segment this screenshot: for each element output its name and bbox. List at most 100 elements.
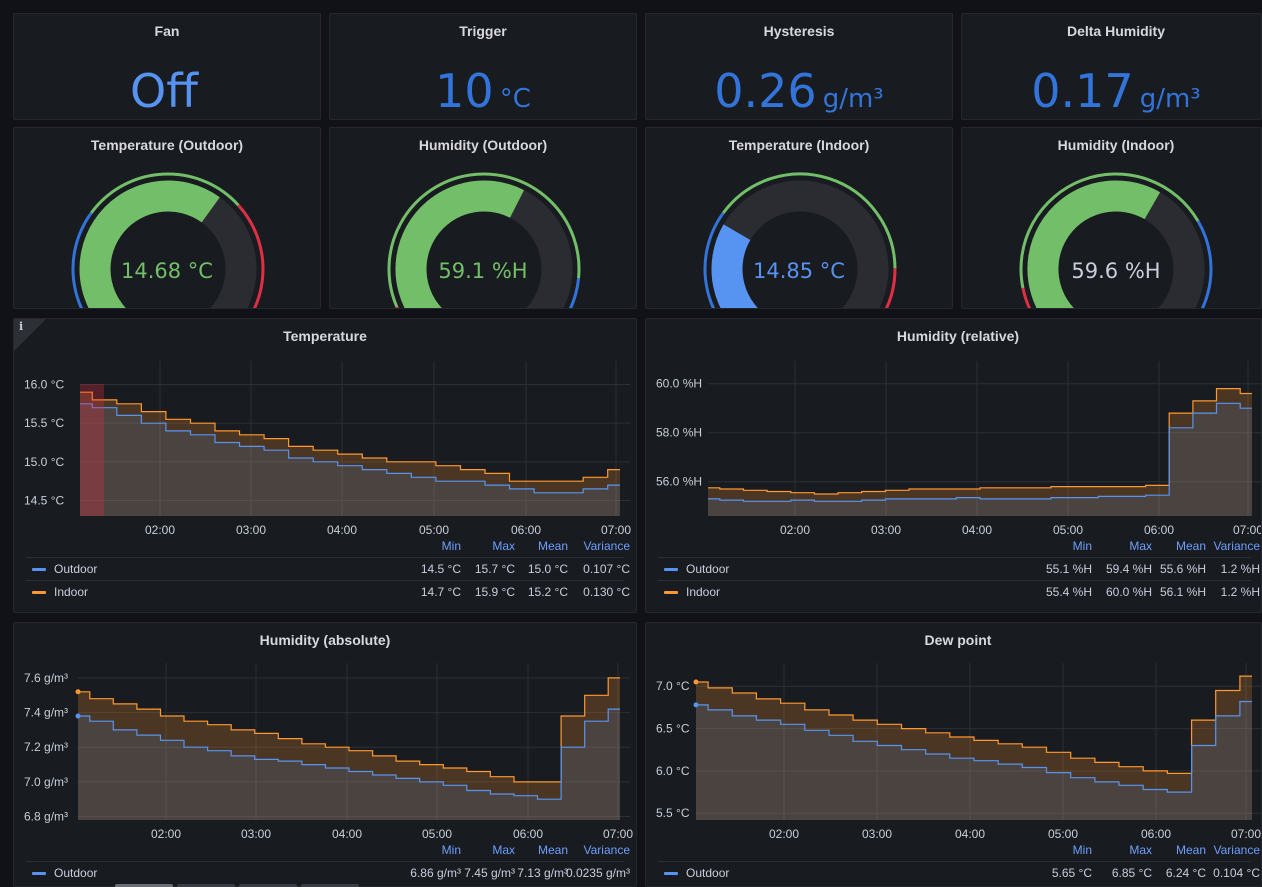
- y-tick-label: 7.2 g/m³: [24, 740, 68, 754]
- info-icon[interactable]: i: [19, 320, 24, 333]
- panel-title: Humidity (relative): [896, 328, 1020, 344]
- legend-row[interactable]: Indoor 55.4 %H 60.0 %H 56.1 %H 1.2 %H: [658, 580, 1260, 603]
- bottom-tab[interactable]: [115, 884, 173, 887]
- series-line-outdoor[interactable]: [696, 700, 1252, 793]
- legend-column-header[interactable]: Min: [1072, 539, 1092, 553]
- panel-title: Humidity (Indoor): [1057, 137, 1175, 153]
- legend-column-header[interactable]: Min: [1072, 843, 1092, 857]
- series-line-indoor[interactable]: [80, 391, 620, 482]
- x-tick-label: 04:00: [327, 523, 357, 537]
- legend-variance-value: 0.104 °C: [1213, 866, 1260, 880]
- legend-variance-value: 1.2 %H: [1220, 562, 1260, 576]
- timeseries-panel-humidity-relative[interactable]: Humidity (relative) 60.0 %H 58.0 %H 56.0 %…: [645, 318, 1262, 613]
- x-tick-label: 05:00: [419, 523, 449, 537]
- gauge-value: 59.6 %H: [1071, 259, 1161, 283]
- annotation-region[interactable]: [80, 384, 104, 516]
- stat-number: Off: [130, 64, 198, 118]
- stat-panel-fan[interactable]: Fan Off: [13, 13, 321, 120]
- gauge-panel-temperature-outdoor[interactable]: Temperature (Outdoor) 14.68 °C: [13, 127, 321, 309]
- stat-number: 0.17: [1031, 64, 1134, 118]
- legend-row[interactable]: Outdoor 55.1 %H 59.4 %H 55.6 %H 1.2 %H: [658, 557, 1260, 580]
- legend-column-header[interactable]: Mean: [1175, 843, 1206, 857]
- legend-column-header[interactable]: Mean: [537, 539, 568, 553]
- legend-header: Min Max Mean Variance: [26, 539, 630, 555]
- y-tick-label: 7.0 °C: [656, 679, 690, 693]
- panel-title: Delta Humidity: [1066, 23, 1165, 39]
- legend-series-name[interactable]: Indoor: [686, 585, 721, 599]
- panel-title: Humidity (Outdoor): [418, 137, 548, 153]
- legend-column-header[interactable]: Variance: [1213, 539, 1260, 553]
- legend-swatch: [32, 568, 46, 571]
- gauge-fill: [1027, 180, 1161, 308]
- legend-series-name[interactable]: Outdoor: [686, 866, 730, 880]
- gauge-track: [711, 180, 889, 308]
- x-tick-label: 04:00: [332, 827, 362, 841]
- legend-max-value: 59.4 %H: [1105, 562, 1152, 576]
- legend-column-header[interactable]: Mean: [537, 843, 568, 857]
- series-line-indoor[interactable]: [78, 677, 620, 783]
- legend-column-header[interactable]: Max: [492, 539, 515, 553]
- series-line-outdoor[interactable]: [708, 402, 1252, 502]
- y-tick-label: 7.0 g/m³: [24, 775, 68, 789]
- legend-min-value: 55.1 %H: [1045, 562, 1092, 576]
- stat-panel-hysteresis[interactable]: Hysteresis 0.26 g/m³: [645, 13, 953, 120]
- series-line-indoor[interactable]: [696, 675, 1252, 774]
- timeseries-panel-temperature[interactable]: i Temperature 16.0 °C 15.5 °C 15.0 °C 14.5 …: [13, 318, 637, 613]
- panel-title: Dew point: [924, 632, 992, 648]
- legend-table: Min Max Mean Variance Outdoor 5.65 °C 6.85 °C 6…: [658, 843, 1260, 886]
- legend-series-name[interactable]: Outdoor: [54, 866, 98, 880]
- legend-column-header[interactable]: Min: [441, 539, 461, 553]
- legend-column-header[interactable]: Mean: [1175, 539, 1206, 553]
- legend-row[interactable]: Outdoor 14.5 °C 15.7 °C 15.0 °C 0.107 °C: [26, 557, 630, 580]
- legend-series-name[interactable]: Outdoor: [54, 562, 98, 576]
- legend-column-header[interactable]: Variance: [583, 539, 630, 553]
- x-tick-label: 06:00: [513, 827, 543, 841]
- legend-row[interactable]: Outdoor 5.65 °C 6.85 °C 6.24 °C 0.104 °C: [658, 861, 1260, 884]
- gauge-fill: [711, 224, 758, 308]
- panel-title: Temperature (Outdoor): [90, 137, 244, 153]
- gauge-panel-temperature-indoor[interactable]: Temperature (Indoor) 14.85 °C: [645, 127, 953, 309]
- panel-title: Temperature: [283, 328, 367, 344]
- legend-row[interactable]: Outdoor 6.86 g/m³ 7.45 g/m³ 7.13 g/m³ 0.0235…: [26, 861, 630, 884]
- legend-row[interactable]: Indoor 14.7 °C 15.9 °C 15.2 °C 0.130 °C: [26, 580, 630, 603]
- legend-column-header[interactable]: Variance: [583, 843, 630, 857]
- gauge-fill: [395, 180, 525, 308]
- panel-title: Fan: [154, 23, 180, 39]
- gauge-threshold-arc: [1196, 220, 1213, 308]
- legend-column-header[interactable]: Min: [441, 843, 461, 857]
- y-tick-label: 6.8 g/m³: [24, 810, 68, 824]
- legend-column-header[interactable]: Variance: [1213, 843, 1260, 857]
- y-tick-label: 58.0 %H: [656, 426, 702, 440]
- gauge-panel-humidity-indoor[interactable]: Humidity (Indoor) 59.6 %H: [961, 127, 1262, 309]
- panel-info-corner[interactable]: [14, 319, 46, 351]
- gauge-threshold-arc: [568, 278, 581, 308]
- series-line-outdoor[interactable]: [80, 403, 620, 494]
- x-tick-label: 06:00: [1144, 523, 1174, 537]
- legend-column-header[interactable]: Max: [1129, 843, 1152, 857]
- bottom-tab[interactable]: [177, 884, 235, 887]
- stat-value: 0.17 g/m³: [962, 64, 1261, 118]
- humidity-absolute-graph: 7.6 g/m³ 7.4 g/m³ 7.2 g/m³ 7.0 g/m³ 6.8 g/m³…: [24, 663, 633, 841]
- bottom-tab[interactable]: [301, 884, 359, 887]
- legend-series-name[interactable]: Indoor: [54, 585, 89, 599]
- y-tick-label: 5.5 °C: [656, 806, 690, 820]
- x-tick-label: 05:00: [1053, 523, 1083, 537]
- y-tick-label: 16.0 °C: [24, 377, 64, 391]
- gauge-dial: [703, 172, 897, 308]
- series-point: [693, 702, 699, 708]
- legend-column-header[interactable]: Max: [1129, 539, 1152, 553]
- legend-column-header[interactable]: Max: [492, 843, 515, 857]
- stat-panel-delta-humidity[interactable]: Delta Humidity 0.17 g/m³: [961, 13, 1262, 120]
- stat-panel-trigger[interactable]: Trigger 10 °C: [329, 13, 637, 120]
- bottom-tab[interactable]: [239, 884, 297, 887]
- timeseries-panel-dew-point[interactable]: Dew point 7.0 °C 6.5 °C 6.0 °C 5.5 °C 02:00 0…: [645, 622, 1262, 887]
- legend-series-name[interactable]: Outdoor: [686, 562, 730, 576]
- timeseries-panel-humidity-absolute[interactable]: Humidity (absolute) 7.6 g/m³ 7.4 g/m³ 7.2 …: [13, 622, 637, 887]
- series-area-outdoor: [708, 403, 1252, 516]
- series-line-outdoor[interactable]: [78, 708, 620, 800]
- gauge-panel-humidity-outdoor[interactable]: Humidity (Outdoor) 59.1 %H: [329, 127, 637, 309]
- y-tick-label: 56.0 %H: [656, 475, 702, 489]
- x-tick-label: 03:00: [236, 523, 266, 537]
- x-tick-label: 07:00: [1231, 827, 1261, 841]
- x-tick-label: 02:00: [145, 523, 175, 537]
